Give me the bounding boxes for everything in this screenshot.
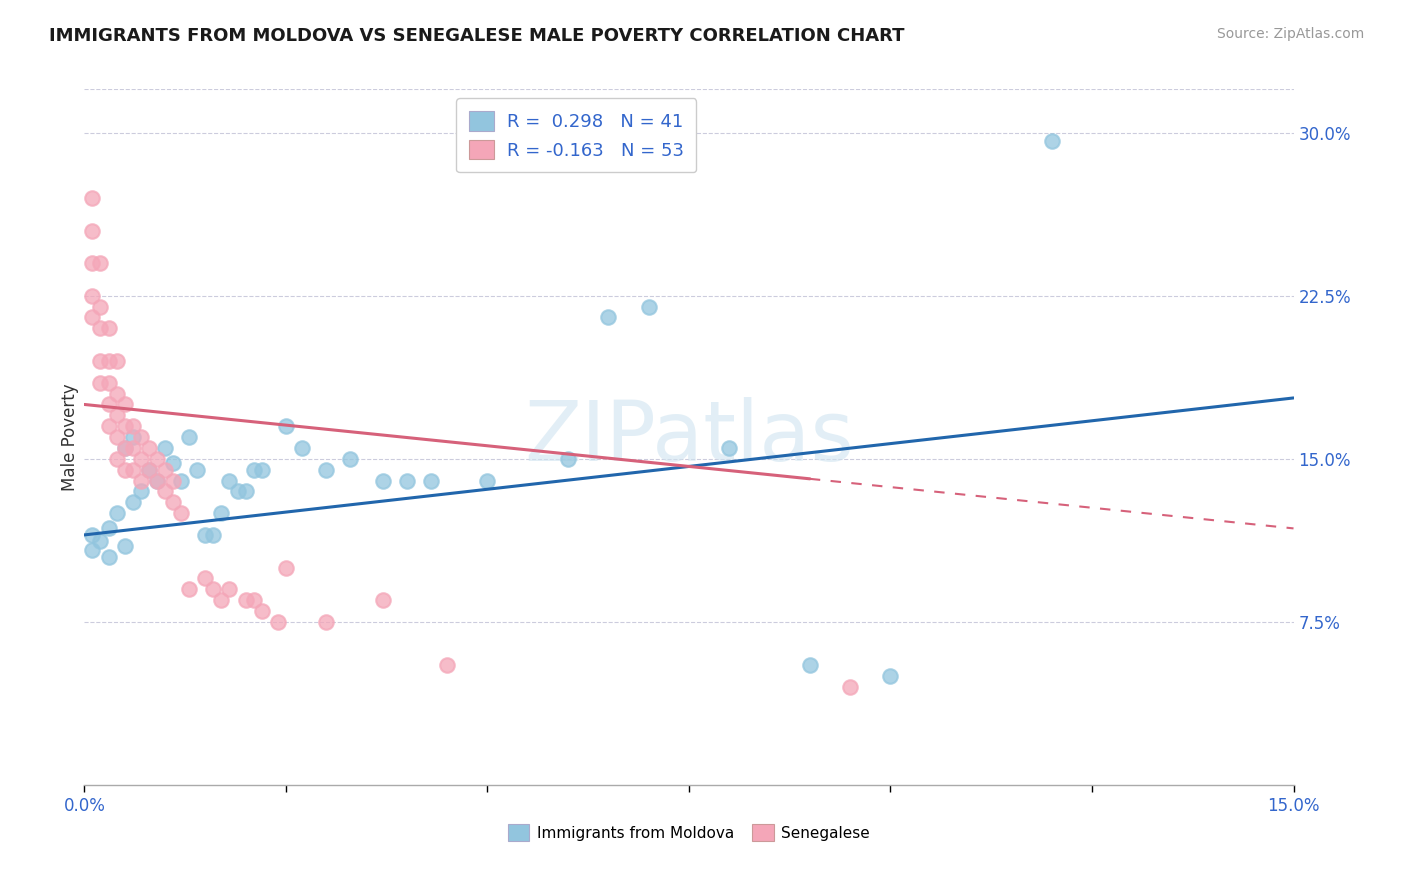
Point	[202, 582, 225, 597]
Point	[179, 582, 201, 597]
Point	[97, 521, 120, 535]
Point	[395, 474, 418, 488]
Point	[146, 474, 169, 488]
Point	[637, 300, 659, 314]
Point	[1040, 134, 1063, 148]
Point	[82, 256, 104, 270]
Point	[235, 484, 257, 499]
Point	[250, 463, 273, 477]
Point	[114, 441, 136, 455]
Point	[97, 397, 120, 411]
Point	[82, 528, 104, 542]
Point	[339, 451, 361, 466]
Point	[218, 474, 240, 488]
Point	[82, 310, 104, 325]
Point	[89, 321, 111, 335]
Point	[129, 474, 152, 488]
Point	[146, 451, 169, 466]
Point	[194, 528, 217, 542]
Legend: Immigrants from Moldova, Senegalese: Immigrants from Moldova, Senegalese	[502, 818, 876, 847]
Point	[121, 430, 143, 444]
Point	[89, 354, 111, 368]
Point	[209, 593, 232, 607]
Point	[97, 376, 120, 390]
Point	[105, 451, 128, 466]
Point	[209, 506, 232, 520]
Point	[477, 474, 499, 488]
Point	[82, 289, 104, 303]
Point	[114, 397, 136, 411]
Point	[121, 441, 143, 455]
Point	[170, 474, 193, 488]
Point	[879, 669, 901, 683]
Point	[420, 474, 443, 488]
Point	[242, 463, 264, 477]
Point	[235, 593, 257, 607]
Point	[315, 463, 337, 477]
Point	[274, 419, 297, 434]
Point	[170, 506, 193, 520]
Point	[105, 386, 128, 401]
Point	[839, 680, 862, 694]
Point	[371, 593, 394, 607]
Point	[82, 543, 104, 558]
Point	[105, 354, 128, 368]
Point	[114, 539, 136, 553]
Point	[105, 430, 128, 444]
Point	[97, 354, 120, 368]
Point	[138, 463, 160, 477]
Point	[121, 463, 143, 477]
Point	[129, 451, 152, 466]
Point	[138, 441, 160, 455]
Point	[436, 658, 458, 673]
Point	[291, 441, 314, 455]
Point	[179, 430, 201, 444]
Point	[138, 463, 160, 477]
Point	[799, 658, 821, 673]
Y-axis label: Male Poverty: Male Poverty	[60, 384, 79, 491]
Point	[153, 441, 176, 455]
Point	[114, 441, 136, 455]
Point	[242, 593, 264, 607]
Point	[97, 549, 120, 564]
Point	[194, 571, 217, 585]
Point	[598, 310, 620, 325]
Point	[89, 300, 111, 314]
Point	[121, 495, 143, 509]
Point	[114, 419, 136, 434]
Point	[186, 463, 208, 477]
Point	[274, 560, 297, 574]
Point	[315, 615, 337, 629]
Point	[162, 474, 184, 488]
Text: ZIPatlas: ZIPatlas	[524, 397, 853, 477]
Point	[557, 451, 579, 466]
Point	[162, 495, 184, 509]
Point	[718, 441, 741, 455]
Point	[218, 582, 240, 597]
Point	[129, 430, 152, 444]
Point	[121, 419, 143, 434]
Point	[146, 474, 169, 488]
Point	[105, 506, 128, 520]
Text: IMMIGRANTS FROM MOLDOVA VS SENEGALESE MALE POVERTY CORRELATION CHART: IMMIGRANTS FROM MOLDOVA VS SENEGALESE MA…	[49, 27, 904, 45]
Point	[162, 456, 184, 470]
Point	[250, 604, 273, 618]
Point	[226, 484, 249, 499]
Point	[153, 484, 176, 499]
Point	[129, 484, 152, 499]
Point	[202, 528, 225, 542]
Point	[82, 191, 104, 205]
Point	[82, 223, 104, 237]
Point	[371, 474, 394, 488]
Point	[97, 419, 120, 434]
Point	[97, 321, 120, 335]
Text: Source: ZipAtlas.com: Source: ZipAtlas.com	[1216, 27, 1364, 41]
Point	[89, 376, 111, 390]
Point	[267, 615, 290, 629]
Point	[89, 534, 111, 549]
Point	[105, 409, 128, 423]
Point	[89, 256, 111, 270]
Point	[153, 463, 176, 477]
Point	[114, 463, 136, 477]
